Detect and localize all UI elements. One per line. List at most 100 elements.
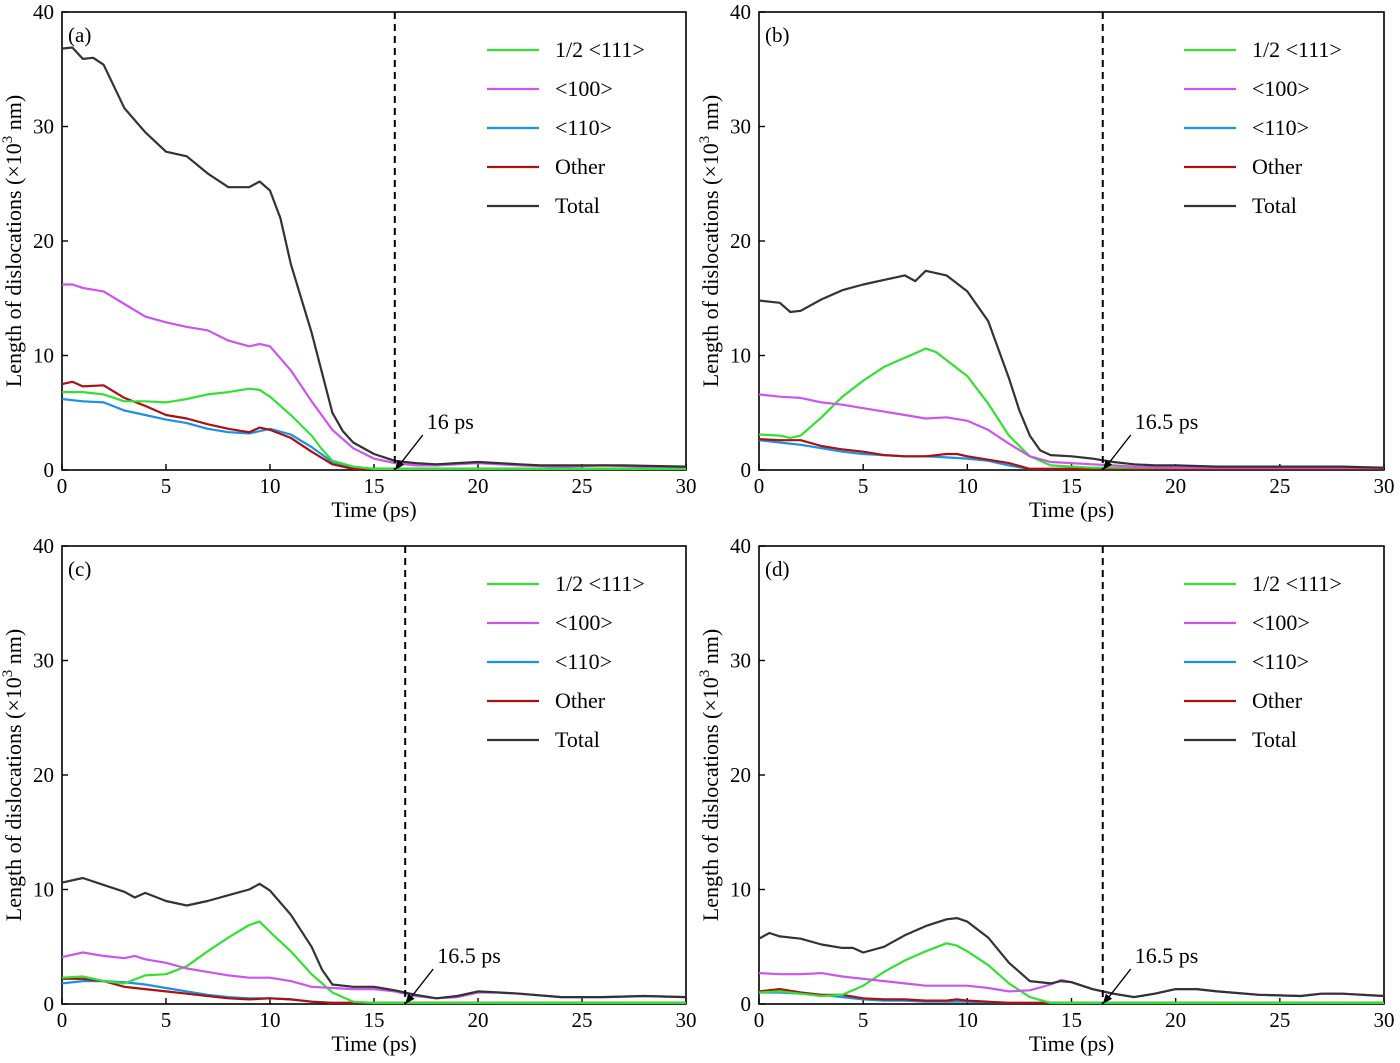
panel-label: (b)	[765, 23, 790, 47]
x-tick-label: 5	[161, 1008, 172, 1032]
x-tick-label: 25	[1269, 1008, 1290, 1032]
x-tick-label: 15	[364, 1008, 385, 1032]
y-axis-title-superscript: 3	[697, 136, 713, 144]
legend-label: <110>	[555, 115, 612, 140]
x-tick-label: 25	[1269, 474, 1290, 498]
panel-label: (a)	[68, 23, 91, 47]
y-axis-title-unit: nm)	[698, 95, 723, 136]
y-tick-label: 20	[730, 763, 751, 787]
series-line-other	[759, 438, 1384, 470]
x-tick-label: 0	[754, 1008, 765, 1032]
series-line-total	[759, 917, 1384, 999]
x-tick-label: 0	[57, 1008, 68, 1032]
legend-label: Other	[1252, 154, 1303, 179]
y-axis-title-unit: nm)	[698, 629, 723, 670]
legend-label: Total	[1252, 193, 1297, 218]
x-tick-label: 25	[572, 474, 593, 498]
legend-label: <100>	[1252, 76, 1310, 101]
panel-label: (c)	[68, 557, 91, 581]
y-axis-title-main: Length of dislocations (×10	[1, 143, 26, 387]
x-tick-label: 10	[260, 474, 281, 498]
y-tick-label: 20	[730, 229, 751, 253]
y-axis-title-unit: nm)	[1, 95, 26, 136]
y-axis-title: Length of dislocations (×103 nm)	[697, 95, 723, 387]
y-tick-label: 30	[33, 649, 54, 673]
y-tick-label: 30	[730, 649, 751, 673]
y-tick-label: 0	[44, 992, 55, 1016]
series-line-other	[62, 977, 686, 1004]
x-tick-label: 10	[957, 1008, 978, 1032]
y-axis-title-superscript: 3	[697, 670, 713, 678]
series-line-other	[62, 380, 686, 470]
y-axis-title: Length of dislocations (×103 nm)	[0, 629, 26, 921]
x-tick-label: 15	[1061, 1008, 1082, 1032]
legend-label: Total	[1252, 727, 1297, 752]
y-tick-label: 30	[33, 115, 54, 139]
x-tick-label: 5	[858, 474, 869, 498]
panel-label: (d)	[765, 557, 790, 581]
annotation-arrow-head	[1102, 993, 1113, 1004]
legend-label: Other	[1252, 688, 1303, 713]
y-tick-label: 10	[730, 878, 751, 902]
panel-a: 0 5 10 15 20 25 30 0 10 20 30 40 Time (ps) Length of …	[0, 0, 697, 522]
y-tick-label: 20	[33, 763, 54, 787]
annotation-label: 16.5 ps	[437, 943, 501, 968]
y-tick-label: 40	[730, 0, 751, 24]
y-axis-title-superscript: 3	[0, 670, 16, 678]
annotation-arrow-head	[1102, 459, 1113, 470]
legend: 1/2 <111> <100> <110> Other Total	[1184, 37, 1342, 218]
x-tick-label: 10	[260, 1008, 281, 1032]
annotation-arrow-head	[394, 459, 405, 470]
x-tick-label: 20	[468, 474, 489, 498]
series-line-100	[759, 972, 1384, 999]
y-tick-label: 40	[33, 534, 54, 558]
x-axis-title: Time (ps)	[1029, 1031, 1114, 1056]
annotation-label: 16.5 ps	[1135, 943, 1199, 968]
x-tick-label: 30	[676, 1008, 697, 1032]
series-line-1-2-111	[62, 920, 686, 1004]
legend-label: Total	[555, 727, 600, 752]
series-line-other	[759, 988, 1384, 1004]
y-tick-label: 10	[33, 878, 54, 902]
y-axis-title-main: Length of dislocations (×10	[698, 143, 723, 387]
x-axis-title: Time (ps)	[1029, 497, 1114, 522]
y-tick-label: 10	[730, 344, 751, 368]
legend-label: 1/2 <111>	[1252, 571, 1342, 596]
y-tick-label: 10	[33, 344, 54, 368]
y-axis-title: Length of dislocations (×103 nm)	[0, 95, 26, 387]
y-axis-title: Length of dislocations (×103 nm)	[697, 629, 723, 921]
x-tick-label: 20	[468, 1008, 489, 1032]
x-tick-label: 15	[1061, 474, 1082, 498]
legend-label: <100>	[555, 610, 613, 635]
series-line-100	[759, 393, 1384, 469]
legend-label: <110>	[1252, 649, 1309, 674]
x-tick-label: 5	[161, 474, 172, 498]
series-line-total	[62, 876, 686, 1000]
legend-label: <100>	[1252, 610, 1310, 635]
x-axis-title: Time (ps)	[331, 497, 416, 522]
panel-c: 0 5 10 15 20 25 30 0 10 20 30 40 Time (ps) Length of …	[0, 534, 697, 1056]
y-tick-label: 0	[741, 992, 752, 1016]
series-line-1-2-111	[759, 942, 1384, 1004]
legend-label: <110>	[1252, 115, 1309, 140]
y-tick-label: 40	[730, 534, 751, 558]
x-tick-label: 30	[1374, 1008, 1395, 1032]
series-line-total	[62, 46, 686, 468]
y-axis-title-main: Length of dislocations (×10	[698, 677, 723, 921]
series-line-100	[62, 283, 686, 468]
annotation-arrow-head	[405, 993, 415, 1004]
legend-label: 1/2 <111>	[1252, 37, 1342, 62]
x-tick-label: 15	[364, 474, 385, 498]
legend-label: Total	[555, 193, 600, 218]
y-axis-title-main: Length of dislocations (×10	[1, 677, 26, 921]
series-line-total	[759, 269, 1384, 469]
x-tick-label: 30	[676, 474, 697, 498]
x-axis-title: Time (ps)	[331, 1031, 416, 1056]
annotation-label: 16 ps	[427, 409, 474, 434]
legend-label: <110>	[555, 649, 612, 674]
legend-label: Other	[555, 154, 606, 179]
series-line-1-2-111	[62, 387, 686, 470]
panel-d: 0 5 10 15 20 25 30 0 10 20 30 40 Time (ps) Length of …	[697, 534, 1395, 1056]
y-tick-label: 0	[44, 458, 55, 482]
